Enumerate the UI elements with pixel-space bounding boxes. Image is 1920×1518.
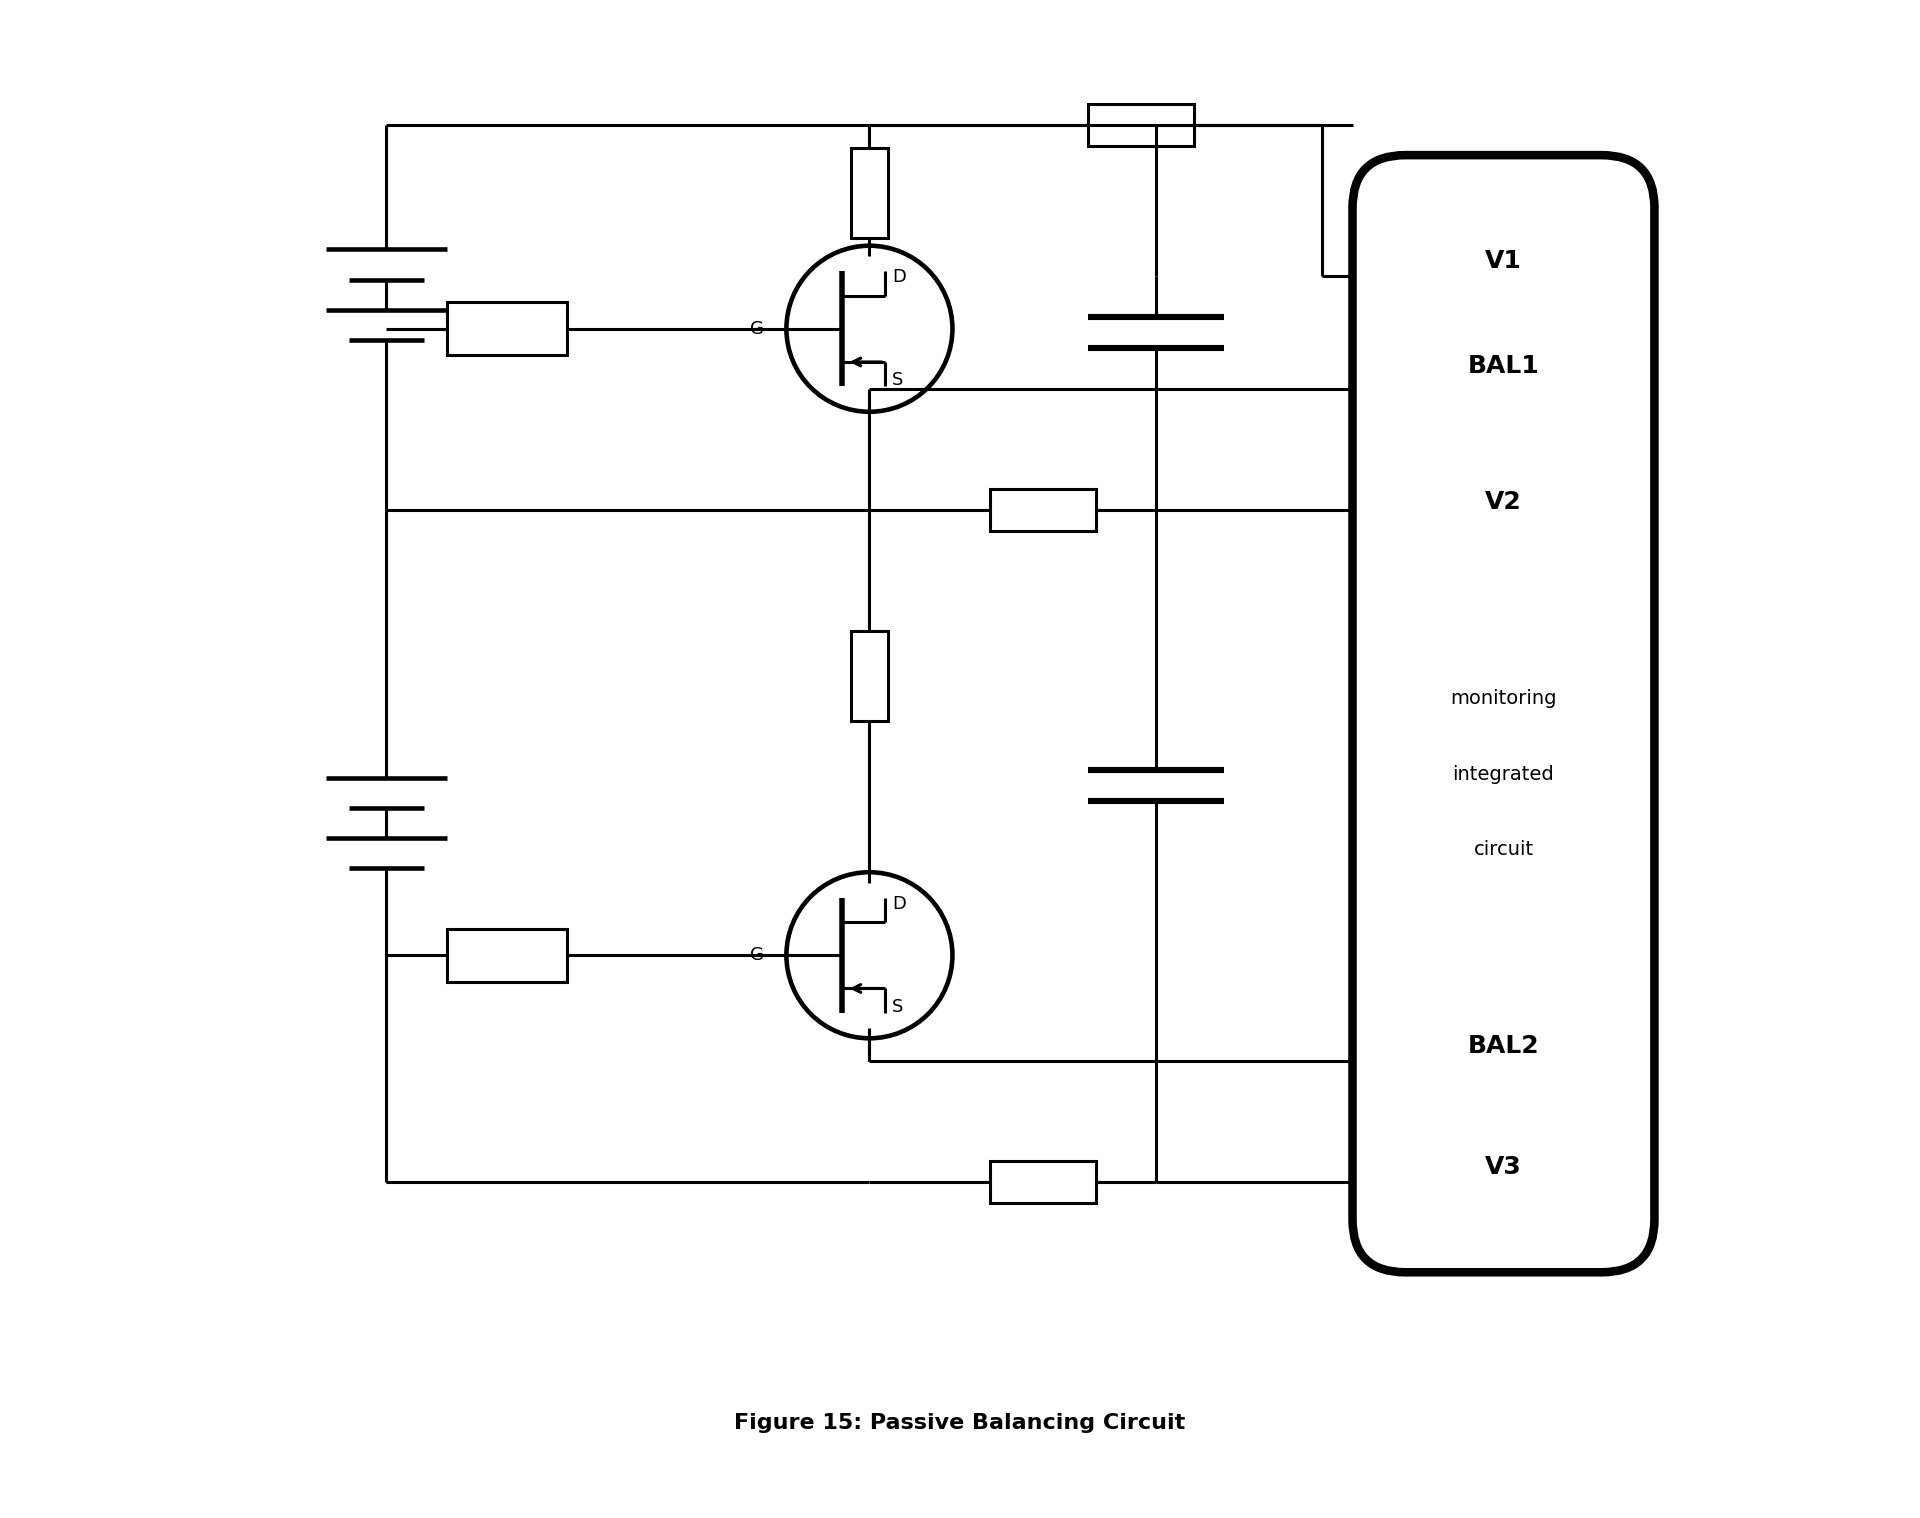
Text: BAL2: BAL2 [1467, 1034, 1540, 1058]
Text: Figure 15: Passive Balancing Circuit: Figure 15: Passive Balancing Circuit [733, 1413, 1187, 1433]
Text: V2: V2 [1484, 490, 1523, 515]
Text: circuit: circuit [1473, 839, 1534, 859]
Bar [447, 929, 568, 982]
Text: D: D [893, 269, 906, 287]
Text: BAL1: BAL1 [1467, 355, 1540, 378]
Text: V3: V3 [1484, 1155, 1523, 1178]
Text: S: S [893, 370, 904, 389]
Text: G: G [751, 946, 764, 964]
Text: D: D [893, 896, 906, 912]
Text: integrated: integrated [1453, 765, 1555, 783]
Bar [991, 489, 1096, 531]
Text: G: G [751, 320, 764, 337]
Text: V1: V1 [1484, 249, 1523, 273]
Bar [851, 630, 889, 721]
Bar [1089, 103, 1194, 146]
Bar [991, 1161, 1096, 1202]
Text: monitoring: monitoring [1450, 689, 1557, 707]
Bar [851, 147, 889, 238]
Text: S: S [893, 997, 904, 1016]
Bar [447, 302, 568, 355]
